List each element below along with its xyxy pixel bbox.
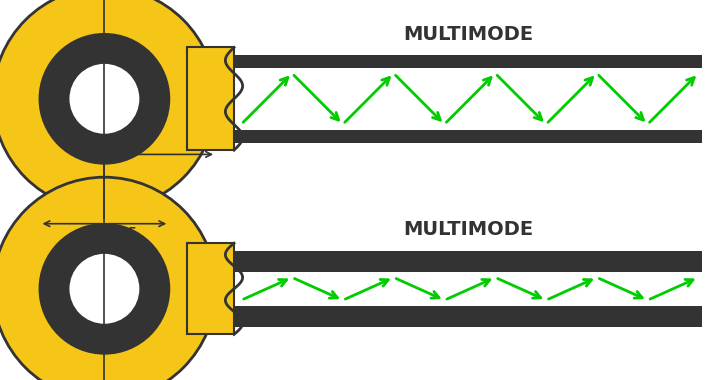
Bar <box>234 272 702 306</box>
Bar <box>234 55 702 68</box>
Ellipse shape <box>68 253 140 325</box>
Bar <box>234 306 702 327</box>
Ellipse shape <box>0 0 216 211</box>
Bar <box>234 251 702 272</box>
Bar <box>234 130 702 142</box>
Ellipse shape <box>40 224 169 354</box>
Text: MULTIMODE: MULTIMODE <box>403 220 533 239</box>
Text: 62.5: 62.5 <box>107 226 138 239</box>
Bar <box>187 243 234 334</box>
Bar <box>187 48 234 150</box>
Ellipse shape <box>40 34 169 164</box>
Ellipse shape <box>0 177 216 380</box>
Ellipse shape <box>68 63 140 135</box>
Bar <box>234 68 702 130</box>
Text: 125: 125 <box>95 140 121 153</box>
Text: MULTIMODE: MULTIMODE <box>403 25 533 44</box>
